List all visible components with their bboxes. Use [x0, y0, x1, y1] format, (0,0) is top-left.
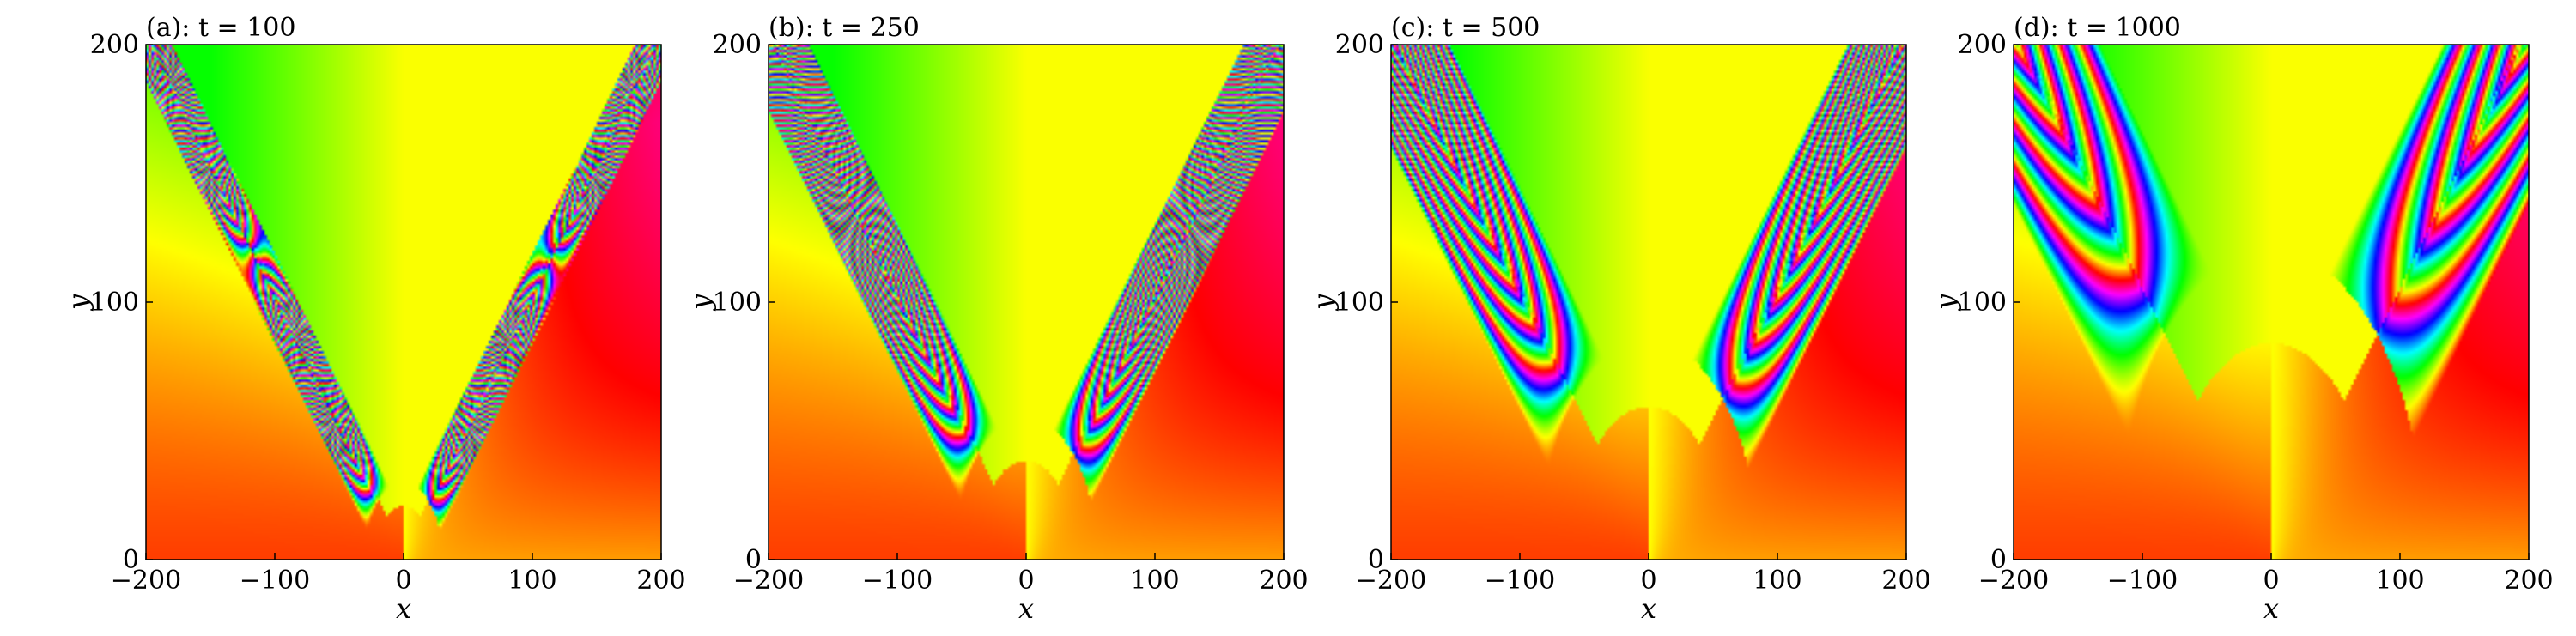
panel-c: −200 −100 0 100 200 0 100 200 x y (c): t = 500 [1307, 13, 1931, 625]
x-tick-label: 100 [507, 566, 556, 596]
x-axis-label: x [1018, 592, 1034, 625]
y-axis-label: y [62, 294, 94, 312]
x-tick-label: 0 [1018, 566, 1034, 596]
x-tick-label: −200 [1978, 566, 2049, 596]
panel-d: −200 −100 0 100 200 0 100 200 x y (d): t = 1000 [1929, 13, 2554, 625]
x-tick-label: −200 [1356, 566, 1426, 596]
phase-heatmap [1391, 45, 1906, 560]
x-tick-label: 200 [2504, 566, 2553, 596]
panel-title: (a): t = 100 [146, 13, 295, 43]
panel-title: (b): t = 250 [769, 13, 920, 43]
y-axis-label: y [1307, 294, 1340, 312]
x-tick-label: 200 [636, 566, 685, 596]
y-tick-label: 0 [1990, 545, 2007, 575]
panel-b: −200 −100 0 100 200 0 100 200 x y (b): t = 250 [684, 13, 1309, 625]
y-axis-label: y [684, 294, 717, 312]
x-tick-label: −200 [733, 566, 804, 596]
y-tick-label: 0 [1368, 545, 1384, 575]
y-tick-label: 100 [1958, 288, 2007, 318]
x-tick-label: 200 [1259, 566, 1308, 596]
y-tick-label: 200 [713, 30, 762, 60]
x-tick-label: −100 [862, 566, 933, 596]
x-tick-label: 0 [2263, 566, 2279, 596]
y-tick-label: 0 [123, 545, 139, 575]
y-tick-label: 200 [90, 30, 139, 60]
y-tick-label: 200 [1335, 30, 1384, 60]
x-tick-label: 0 [395, 566, 411, 596]
phase-heatmap [769, 45, 1284, 560]
phase-heatmap [146, 45, 661, 560]
phase-heatmap [2014, 45, 2529, 560]
x-axis-label: x [396, 592, 411, 625]
y-tick-label: 100 [90, 288, 139, 318]
x-tick-label: 200 [1881, 566, 1930, 596]
x-tick-label: −200 [111, 566, 181, 596]
panel-a: −200 −100 0 100 200 0 100 200 x y (a): t = 100 [62, 13, 686, 625]
x-tick-label: 100 [1130, 566, 1179, 596]
panel-title: (c): t = 500 [1391, 13, 1540, 43]
x-tick-label: −100 [240, 566, 310, 596]
x-axis-label: x [1641, 592, 1656, 625]
x-tick-label: 100 [2375, 566, 2424, 596]
x-tick-label: 0 [1640, 566, 1656, 596]
panel-title: (d): t = 1000 [2014, 13, 2181, 43]
y-tick-label: 100 [1335, 288, 1384, 318]
x-axis-label: x [2263, 592, 2279, 625]
x-tick-label: −100 [2107, 566, 2178, 596]
x-tick-label: −100 [1485, 566, 1555, 596]
y-tick-label: 200 [1958, 30, 2007, 60]
y-tick-label: 100 [713, 288, 762, 318]
y-tick-label: 0 [745, 545, 762, 575]
x-tick-label: 100 [1753, 566, 1801, 596]
y-axis-label: y [1929, 294, 1962, 312]
